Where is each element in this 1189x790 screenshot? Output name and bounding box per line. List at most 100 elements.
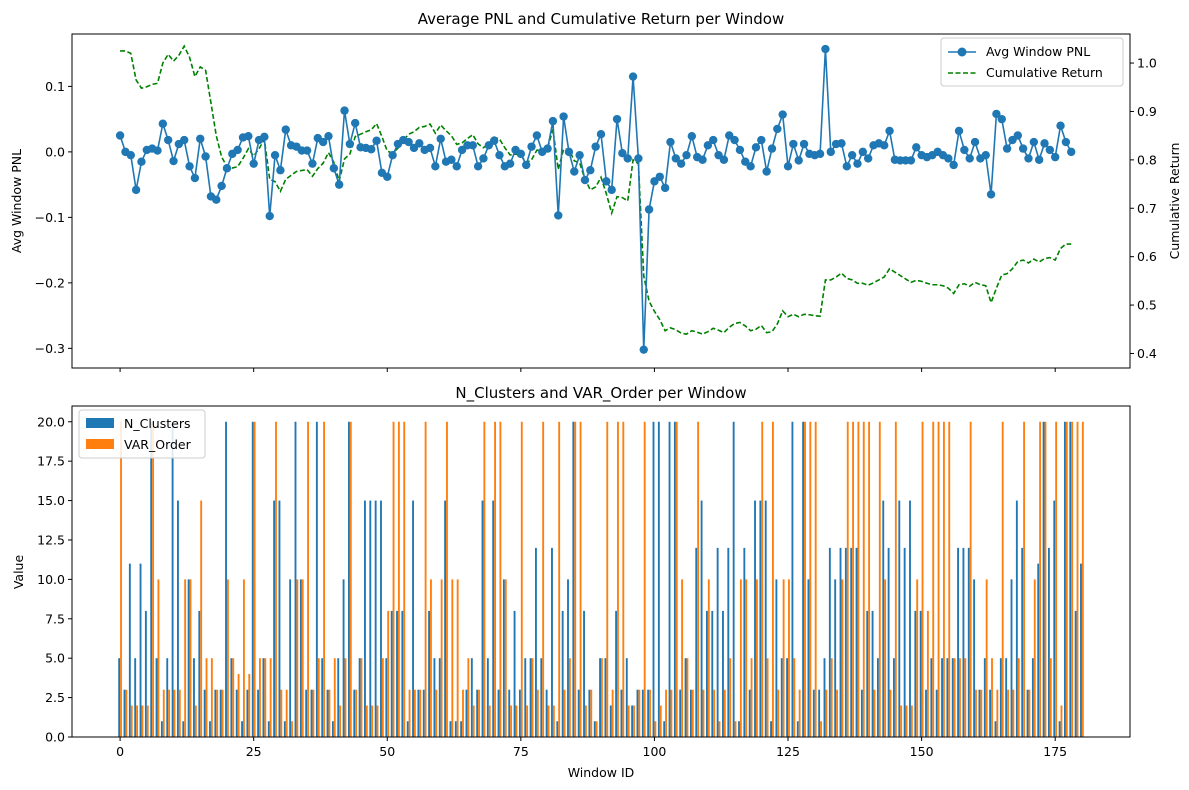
avg-pnl-point <box>249 159 258 168</box>
bar-var-order <box>430 579 432 737</box>
bar-n-clusters <box>780 658 783 737</box>
avg-pnl-point <box>169 156 178 166</box>
bar-var-order <box>633 705 635 737</box>
bar-n-clusters <box>599 658 601 737</box>
bar-var-order <box>451 579 454 737</box>
avg-pnl-point <box>137 157 146 166</box>
avg-pnl-point <box>516 149 526 159</box>
series-line-avg-window-pnl <box>119 49 1072 350</box>
bar-var-order <box>184 579 187 737</box>
bar-var-order <box>804 421 806 737</box>
bar-n-clusters <box>358 658 361 737</box>
bar-n-clusters <box>941 658 943 737</box>
avg-pnl-point <box>612 114 622 124</box>
bar-n-clusters <box>893 658 895 737</box>
avg-pnl-point <box>826 147 835 157</box>
bar-var-order <box>729 658 732 737</box>
bar-var-order <box>146 705 149 737</box>
top-right-tick-label: 0.6 <box>1137 249 1157 264</box>
avg-pnl-point <box>949 160 958 170</box>
avg-pnl-point <box>981 150 990 160</box>
legend-swatch-var-order <box>86 439 114 449</box>
bar-n-clusters <box>989 689 992 737</box>
bar-var-order <box>360 658 363 737</box>
bar-n-clusters <box>289 579 292 737</box>
bar-n-clusters <box>567 579 569 737</box>
bar-n-clusters <box>930 658 933 737</box>
bar-var-order <box>948 421 951 737</box>
bar-n-clusters <box>540 658 543 737</box>
bar-n-clusters <box>764 500 767 737</box>
bottom-y-axis-ticks: 0.0 2.5 5.0 7.5 10.0 12.5 15.0 17.5 20.0 <box>37 414 72 745</box>
legend-label-avg-pnl: Avg Window PNL <box>986 44 1090 59</box>
bar-n-clusters <box>1080 563 1082 737</box>
bar-n-clusters <box>428 610 431 737</box>
avg-pnl-point <box>201 152 210 161</box>
bar-var-order <box>825 689 828 737</box>
bar-var-order <box>926 610 929 737</box>
avg-pnl-point <box>388 150 397 160</box>
avg-pnl-point <box>618 148 627 158</box>
bar-n-clusters <box>738 721 740 737</box>
series-line-cumulative-return <box>120 44 1072 335</box>
bar-n-clusters <box>267 721 270 737</box>
top-chart-title: Average PNL and Cumulative Return per Wi… <box>418 10 785 28</box>
bar-n-clusters <box>951 658 954 737</box>
bar-n-clusters <box>123 689 126 737</box>
bar-var-order <box>665 689 667 737</box>
bar-n-clusters <box>577 689 580 737</box>
bar-n-clusters <box>396 610 398 737</box>
bar-n-clusters <box>663 721 666 737</box>
top-right-tick-label: 1.0 <box>1137 56 1157 71</box>
bar-var-order <box>862 421 865 737</box>
bar-var-order <box>1012 689 1015 737</box>
bar-n-clusters <box>518 689 521 737</box>
bar-n-clusters <box>983 658 986 737</box>
avg-pnl-point <box>479 154 488 163</box>
bar-var-order <box>504 579 507 737</box>
bar-n-clusters <box>380 500 382 737</box>
bar-n-clusters <box>834 579 837 737</box>
bar-n-clusters <box>305 689 308 737</box>
bar-var-order <box>975 689 977 737</box>
bar-var-order <box>659 705 662 737</box>
top-right-tick-label: 0.9 <box>1137 104 1157 119</box>
avg-pnl-point <box>372 136 381 145</box>
bar-var-order <box>910 705 913 737</box>
bar-n-clusters <box>791 421 794 737</box>
bar-n-clusters <box>529 658 532 737</box>
avg-pnl-point <box>853 159 862 168</box>
bar-n-clusters <box>193 658 195 737</box>
bar-var-order <box>1060 705 1063 737</box>
avg-pnl-point <box>676 159 686 168</box>
top-plot-area <box>115 44 1076 354</box>
bar-n-clusters <box>796 721 799 737</box>
top-chart: Average PNL and Cumulative Return per Wi… <box>9 10 1182 372</box>
avg-pnl-point <box>468 141 477 150</box>
bar-n-clusters <box>909 500 911 737</box>
bar-var-order <box>985 579 988 737</box>
bottom-y-tick-label: 17.5 <box>37 454 65 469</box>
top-right-tick-label: 0.8 <box>1137 152 1157 167</box>
bar-var-order <box>483 421 486 737</box>
bar-var-order <box>798 689 801 737</box>
bar-n-clusters <box>508 689 511 737</box>
top-right-tick-label: 0.7 <box>1137 201 1157 216</box>
bar-var-order <box>723 689 726 737</box>
bar-var-order <box>285 689 288 737</box>
bottom-x-tick-label: 75 <box>513 744 529 759</box>
bar-n-clusters <box>294 421 297 737</box>
bar-var-order <box>365 705 368 737</box>
bar-var-order <box>424 421 427 737</box>
bar-n-clusters <box>775 579 778 737</box>
avg-pnl-point <box>1024 154 1033 163</box>
avg-pnl-point <box>815 149 825 159</box>
avg-pnl-point <box>666 137 675 147</box>
bar-n-clusters <box>460 721 463 737</box>
bar-var-order <box>649 689 651 737</box>
top-x-axis-ticks <box>119 368 1056 372</box>
bar-var-order <box>830 658 833 737</box>
bar-var-order <box>125 689 128 737</box>
bar-var-order <box>745 579 748 737</box>
